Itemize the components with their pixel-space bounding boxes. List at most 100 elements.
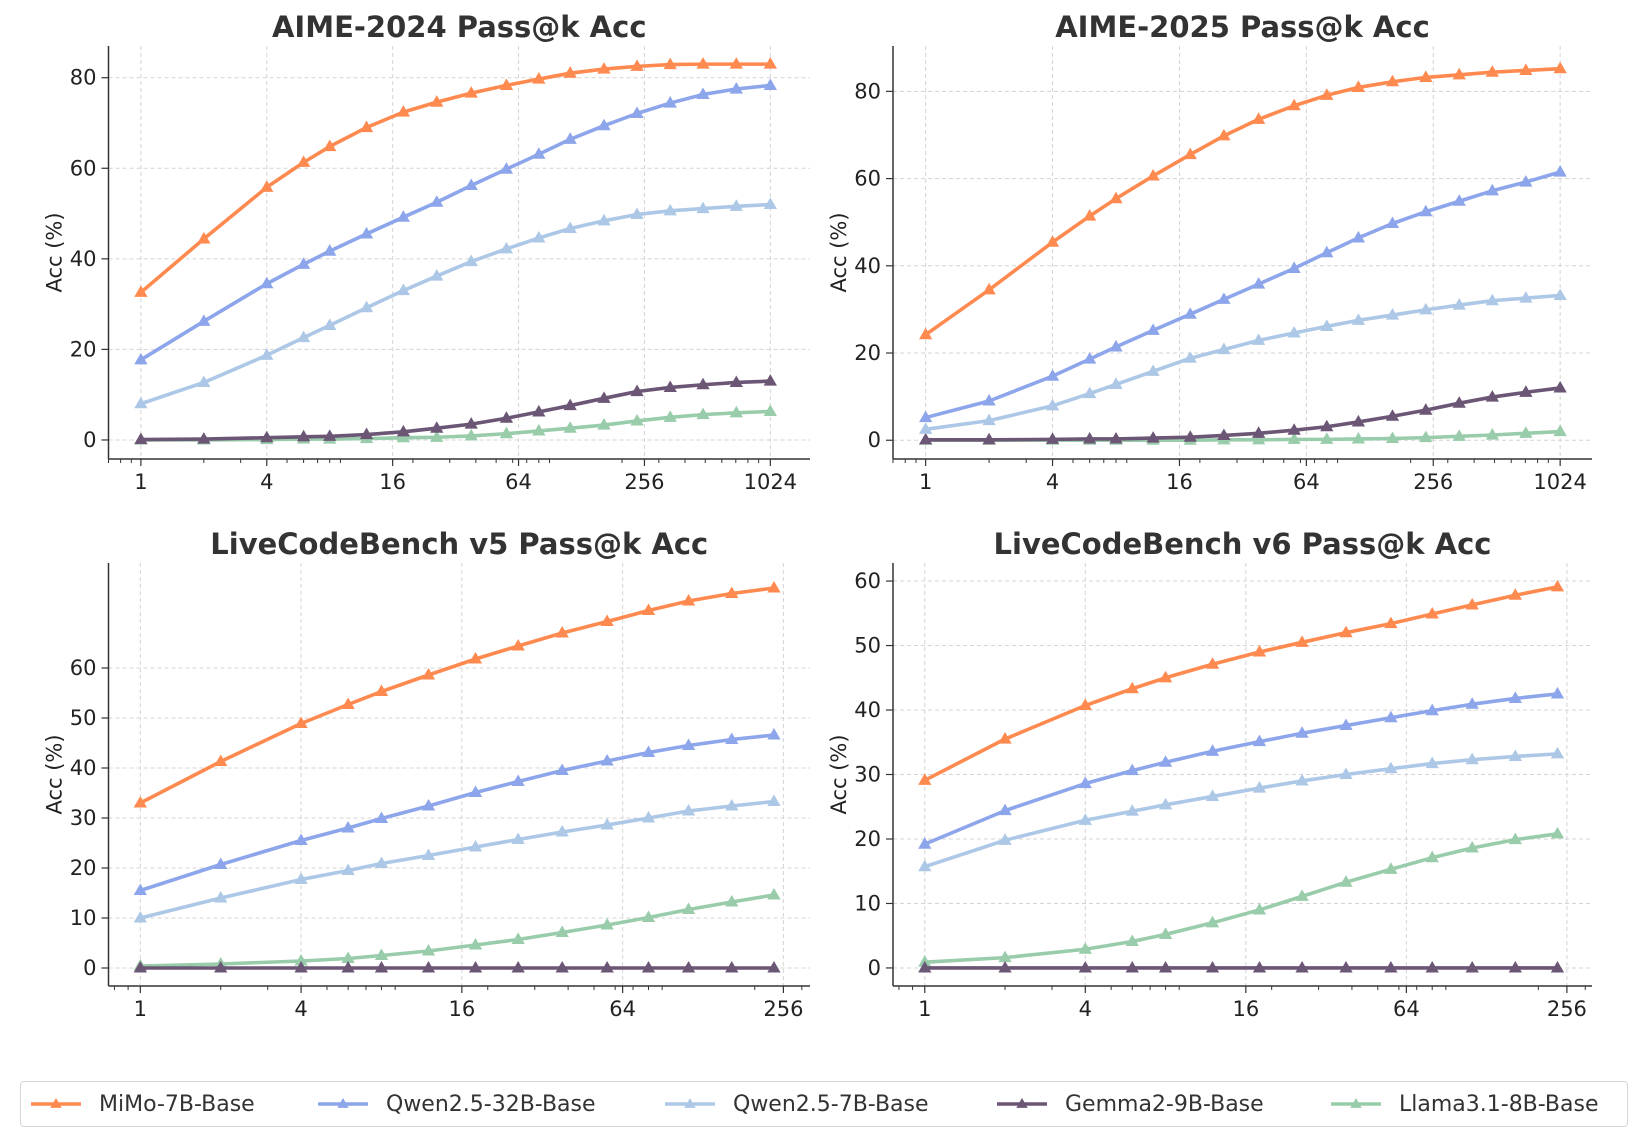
legend-label: Qwen2.5-32B-Base (386, 1091, 596, 1117)
data-point (1146, 431, 1160, 443)
data-point (630, 413, 644, 426)
legend-label: MiMo-7B-Base (99, 1091, 255, 1117)
data-point (1553, 424, 1567, 437)
data-point (1351, 80, 1366, 92)
y-tick-label: 40 (854, 254, 881, 278)
y-tick-label: 0 (868, 428, 881, 452)
data-point (1425, 703, 1439, 716)
series-mimo-7b-base (133, 581, 781, 808)
series-line (140, 379, 771, 442)
data-point (1158, 755, 1173, 767)
data-point (1339, 875, 1353, 887)
data-point (323, 318, 337, 330)
series-qwen2-5-7b-base (918, 746, 1565, 872)
data-point (511, 961, 525, 973)
data-point (532, 147, 546, 159)
data-point (323, 429, 337, 441)
y-tick-label: 0 (868, 956, 881, 980)
y-tick-label: 40 (70, 756, 97, 780)
y-tick-label: 30 (854, 763, 881, 787)
y-tick-label: 0 (83, 428, 96, 452)
data-point (430, 430, 444, 442)
data-point (1295, 635, 1309, 647)
data-point (1252, 902, 1267, 915)
chart-aime-2025-pass-k-acc: 1 4 16 64 256 1024 0 20 40 60 80 AIME-2025 Pass@k A… (827, 10, 1592, 494)
data-point (763, 57, 777, 69)
data-point (600, 754, 614, 766)
x-tick-label: 256 (1547, 997, 1587, 1021)
data-point (341, 961, 355, 973)
y-axis-label: Acc (%) (827, 212, 851, 292)
x-tick-label: 1 (134, 997, 147, 1021)
data-point (294, 833, 308, 846)
data-point (430, 95, 444, 107)
data-point (1452, 298, 1466, 310)
legend-swatch-icon (665, 1098, 715, 1108)
data-point (421, 961, 436, 973)
data-point (1351, 431, 1366, 444)
x-tick-label: 16 (379, 470, 406, 494)
data-point (1452, 194, 1466, 206)
data-point (197, 314, 211, 326)
data-point (359, 120, 374, 133)
data-point (563, 421, 577, 433)
data-point (133, 883, 147, 896)
series-qwen2-5-32b-base (133, 728, 781, 896)
data-point (597, 62, 611, 74)
chart-title: LiveCodeBench v5 Pass@k Acc (210, 527, 708, 561)
legend-marker (50, 1098, 62, 1108)
legend-marker (1016, 1098, 1028, 1108)
data-point (1320, 419, 1334, 432)
data-point (1384, 862, 1398, 874)
data-point (296, 257, 311, 269)
data-point (1550, 579, 1565, 592)
y-tick-label: 60 (854, 569, 881, 593)
data-point (600, 818, 614, 830)
series-mimo-7b-base (919, 61, 1567, 340)
data-point (1519, 291, 1533, 303)
data-point (323, 244, 337, 256)
data-point (359, 226, 374, 239)
data-point (374, 856, 389, 869)
data-point (1083, 209, 1097, 221)
data-point (630, 106, 644, 119)
data-point (134, 432, 148, 445)
data-point (1146, 364, 1160, 376)
data-point (696, 377, 710, 390)
data-point (1125, 960, 1139, 973)
data-point (1553, 380, 1567, 393)
data-point (1508, 691, 1522, 703)
data-point (597, 213, 611, 226)
x-tick-label: 64 (1293, 470, 1320, 494)
data-point (918, 955, 932, 967)
series-qwen2-5-32b-base (919, 165, 1567, 423)
data-point (681, 961, 696, 973)
data-point (1339, 960, 1353, 973)
data-point (600, 961, 614, 973)
x-tick-label: 64 (505, 470, 532, 494)
data-point (725, 799, 739, 811)
data-point (1183, 351, 1197, 363)
y-tick-label: 80 (854, 79, 881, 103)
data-point (396, 210, 411, 222)
data-point (464, 428, 478, 441)
data-point (430, 269, 444, 281)
series-qwen2-5-32b-base (918, 686, 1565, 849)
data-point (1287, 261, 1301, 273)
data-point (918, 859, 932, 872)
x-tick-label: 4 (294, 997, 307, 1021)
data-point (630, 207, 644, 220)
data-point (1287, 325, 1301, 338)
data-point (555, 961, 569, 973)
data-point (1146, 168, 1160, 181)
data-point (1251, 277, 1266, 289)
data-point (396, 105, 411, 117)
series-line (924, 752, 1558, 869)
data-point (1295, 773, 1309, 786)
data-point (1251, 426, 1266, 438)
data-point (998, 960, 1012, 973)
data-point (763, 197, 777, 210)
data-point (296, 429, 311, 442)
data-point (763, 404, 777, 417)
data-point (1519, 426, 1533, 438)
